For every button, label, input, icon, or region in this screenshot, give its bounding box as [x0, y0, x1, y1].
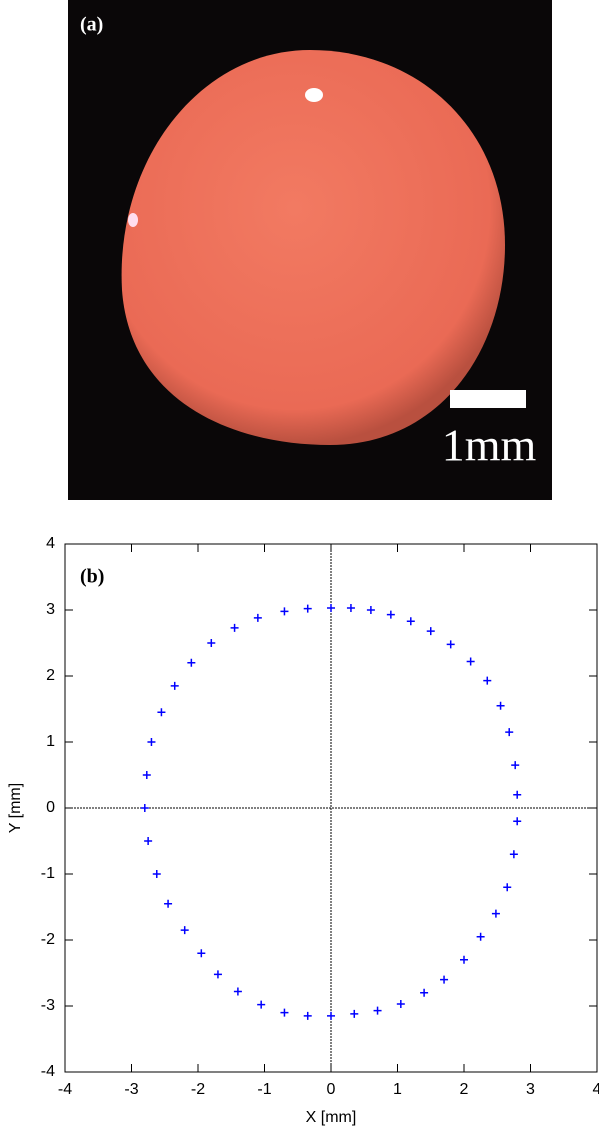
point: [157, 708, 165, 716]
point: [497, 702, 505, 710]
point: [350, 1010, 358, 1018]
point: [467, 657, 475, 665]
highlight: [128, 213, 138, 227]
point: [254, 614, 262, 622]
point: [427, 627, 435, 635]
point: [141, 804, 149, 812]
x-tick-label: 2: [460, 1081, 469, 1098]
point: [347, 604, 355, 612]
point: [483, 677, 491, 685]
point: [187, 659, 195, 667]
page: (a) 1mm (b) X [mm] Y [mm] -4 -3 -2 -1 0 1 2 3 4 -…: [0, 0, 599, 1138]
point: [144, 837, 152, 845]
point: [257, 1001, 265, 1009]
highlight: [305, 88, 323, 102]
point: [510, 850, 518, 858]
point: [153, 870, 161, 878]
x-axis-label: X [mm]: [306, 1109, 357, 1126]
x-tick-label: -4: [58, 1081, 72, 1098]
y-tick-label: 4: [46, 535, 55, 552]
point: [234, 987, 242, 995]
point: [505, 728, 513, 736]
y-axis-label: Y [mm]: [7, 783, 24, 833]
point: [197, 949, 205, 957]
point: [440, 976, 448, 984]
point: [503, 883, 511, 891]
point: [327, 604, 335, 612]
y-tick-label: -1: [41, 865, 55, 882]
point: [327, 1012, 335, 1020]
point: [304, 605, 312, 613]
y-tick-label: -4: [41, 1063, 55, 1080]
point: [304, 1012, 312, 1020]
point: [181, 926, 189, 934]
x-tick-label: -2: [191, 1081, 205, 1098]
point: [143, 771, 151, 779]
point: [231, 624, 239, 632]
point: [492, 910, 500, 918]
panel-label: (a): [80, 14, 103, 36]
x-tick-label: -1: [257, 1081, 271, 1098]
y-tick-label: 3: [46, 601, 55, 618]
figure: (a) 1mm (b) X [mm] Y [mm] -4 -3 -2 -1 0 1 2 3 4 -…: [0, 0, 599, 1138]
x-tick-label: 1: [393, 1081, 402, 1098]
point: [407, 617, 415, 625]
point: [447, 640, 455, 648]
x-tick-label: -3: [124, 1081, 138, 1098]
point: [513, 817, 521, 825]
point: [367, 606, 375, 614]
point: [374, 1007, 382, 1015]
point: [214, 970, 222, 978]
x-tick-label: 4: [593, 1081, 599, 1098]
point: [460, 956, 468, 964]
point: [397, 1000, 405, 1008]
x-tick-label: 0: [327, 1081, 336, 1098]
point: [207, 639, 215, 647]
point: [280, 1009, 288, 1017]
y-tick-label: 0: [46, 799, 55, 816]
x-tick-label: 3: [526, 1081, 535, 1098]
point: [164, 900, 172, 908]
scale-label: 1mm: [442, 420, 537, 471]
point: [513, 791, 521, 799]
y-tick-label: 1: [46, 733, 55, 750]
point: [147, 738, 155, 746]
point: [387, 611, 395, 619]
scale-bar: [450, 390, 526, 408]
point: [171, 682, 179, 690]
point: [511, 761, 519, 769]
point: [420, 989, 428, 997]
y-tick-label: -3: [41, 997, 55, 1014]
y-tick-label: -2: [41, 931, 55, 948]
point: [280, 607, 288, 615]
panel-label: (b): [80, 566, 104, 588]
y-tick-label: 2: [46, 667, 55, 684]
point: [477, 933, 485, 941]
